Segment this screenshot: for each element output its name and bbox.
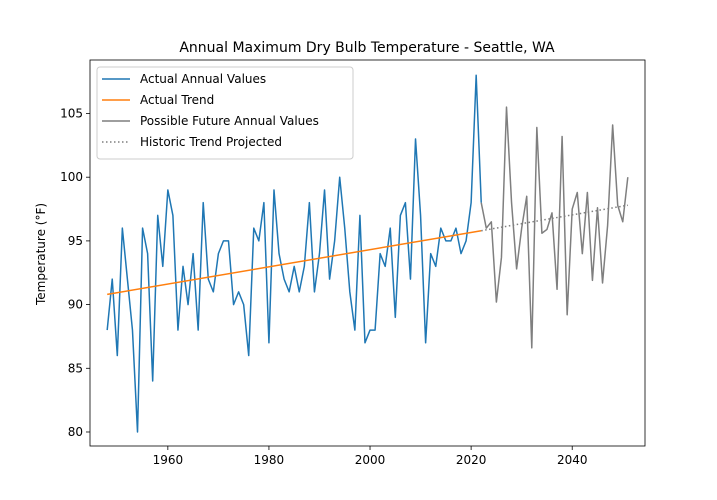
legend-label-1: Actual Trend xyxy=(140,93,214,107)
series-line-3 xyxy=(481,204,628,232)
plot-area xyxy=(106,74,629,433)
series-line-2 xyxy=(480,106,629,349)
series-line-0 xyxy=(106,74,482,433)
legend-label-0: Actual Annual Values xyxy=(140,72,266,86)
y-tick-label: 80 xyxy=(68,425,83,439)
y-tick-label: 105 xyxy=(60,107,83,121)
x-tick-label: 1960 xyxy=(153,453,184,467)
chart-title: Annual Maximum Dry Bulb Temperature - Se… xyxy=(179,40,555,56)
x-tick-label: 2000 xyxy=(355,453,386,467)
y-tick-label: 95 xyxy=(68,234,83,248)
x-tick-label: 1980 xyxy=(254,453,285,467)
y-tick-label: 100 xyxy=(60,170,83,184)
x-tick-label: 2020 xyxy=(456,453,487,467)
axes: 1960 1980 2000 2020 2040 80 85 90 95 100 105 xyxy=(60,59,646,467)
legend-label-3: Historic Trend Projected xyxy=(140,135,282,149)
legend-box xyxy=(96,66,354,160)
y-axis-label: Temperature (°F) xyxy=(34,203,48,306)
y-tick-label: 85 xyxy=(68,361,83,375)
series-line-1 xyxy=(107,229,482,296)
legend: Actual Annual Values Actual Trend Possible… xyxy=(96,66,354,160)
legend-label-2: Possible Future Annual Values xyxy=(140,114,319,128)
x-tick-label: 2040 xyxy=(557,453,588,467)
y-tick-label: 90 xyxy=(68,298,83,312)
axes-frame xyxy=(89,59,646,447)
